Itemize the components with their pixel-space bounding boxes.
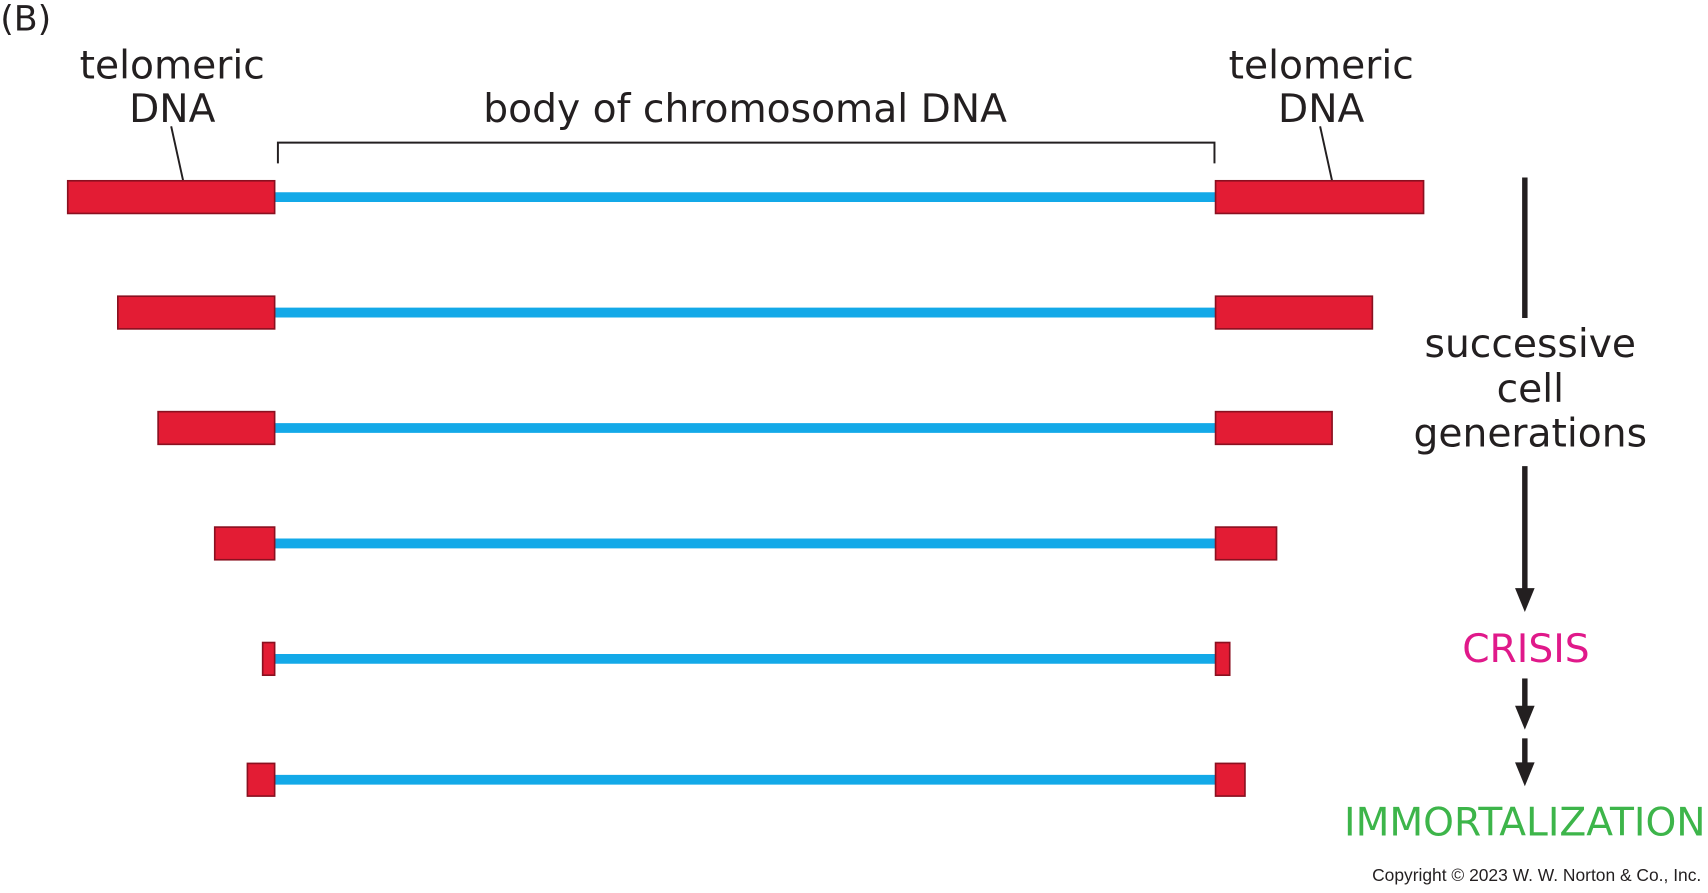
telomere <box>261 641 276 677</box>
bracket <box>276 141 1216 164</box>
crisis-label: CRISIS <box>1462 627 1589 672</box>
telomere <box>1214 410 1333 446</box>
telomere <box>66 179 276 215</box>
telomere <box>246 762 276 797</box>
copyright: Copyright © 2023 W. W. Norton & Co., Inc… <box>1372 865 1701 885</box>
telomere <box>1214 526 1278 561</box>
immortalization-label: IMMORTALIZATION <box>1344 800 1706 845</box>
left-label: DNA <box>129 87 215 132</box>
panel-label: (B) <box>0 0 51 39</box>
telomere <box>1214 295 1374 330</box>
chromosomes <box>66 179 1425 797</box>
body-label: body of chromosomal DNA <box>483 87 1007 132</box>
pointer <box>1319 126 1334 181</box>
arrow-head <box>1515 705 1535 730</box>
pointer <box>170 126 185 181</box>
right-label: telomeric <box>1229 43 1414 88</box>
telomere <box>1214 641 1231 677</box>
side-label: cell <box>1497 367 1564 412</box>
telomere <box>1214 179 1425 215</box>
telomere <box>117 295 276 330</box>
arrow-head <box>1515 588 1535 613</box>
arrow-head <box>1515 762 1535 787</box>
telomere <box>213 526 276 561</box>
telomere <box>157 410 276 446</box>
left-label: telomeric <box>80 43 265 88</box>
telomere <box>1214 762 1246 797</box>
right-label: DNA <box>1278 87 1364 132</box>
side-label: generations <box>1414 412 1648 457</box>
side-label: successive <box>1425 322 1636 367</box>
